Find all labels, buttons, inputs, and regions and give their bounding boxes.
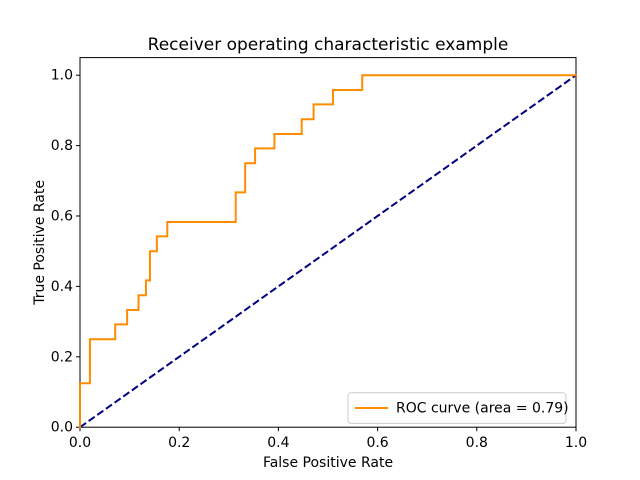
x-tick-label: 0.0 — [69, 435, 91, 451]
x-tick-label: 1.0 — [565, 435, 587, 451]
x-tick-label: 0.6 — [366, 435, 388, 451]
x-axis-label: False Positive Rate — [263, 455, 393, 471]
y-tick-label: 0.8 — [51, 138, 73, 154]
y-axis-label: True Positive Rate — [32, 180, 48, 306]
legend-roc-label: ROC curve (area = 0.79) — [396, 401, 569, 417]
x-axis-ticks: 0.0 0.2 0.4 0.6 0.8 1.0 — [69, 427, 587, 451]
chart-title: Receiver operating characteristic exampl… — [148, 35, 509, 55]
y-tick-label: 0.4 — [51, 279, 73, 295]
y-tick-label: 0.2 — [51, 349, 73, 365]
y-tick-label: 0.6 — [51, 208, 73, 224]
roc-curve-line — [79, 74, 577, 429]
x-tick-label: 0.8 — [466, 435, 488, 451]
y-tick-label: 1.0 — [51, 68, 73, 84]
legend-frame — [347, 392, 567, 424]
legend: ROC curve (area = 0.79) — [347, 392, 569, 424]
y-tick-label: 0.0 — [51, 420, 73, 436]
plot-area — [79, 57, 577, 428]
y-axis-ticks: 0.0 0.2 0.4 0.6 0.8 1.0 — [51, 68, 80, 436]
x-tick-label: 0.2 — [168, 435, 190, 451]
diagonal-reference-line — [79, 74, 577, 429]
x-tick-label: 0.4 — [267, 435, 289, 451]
